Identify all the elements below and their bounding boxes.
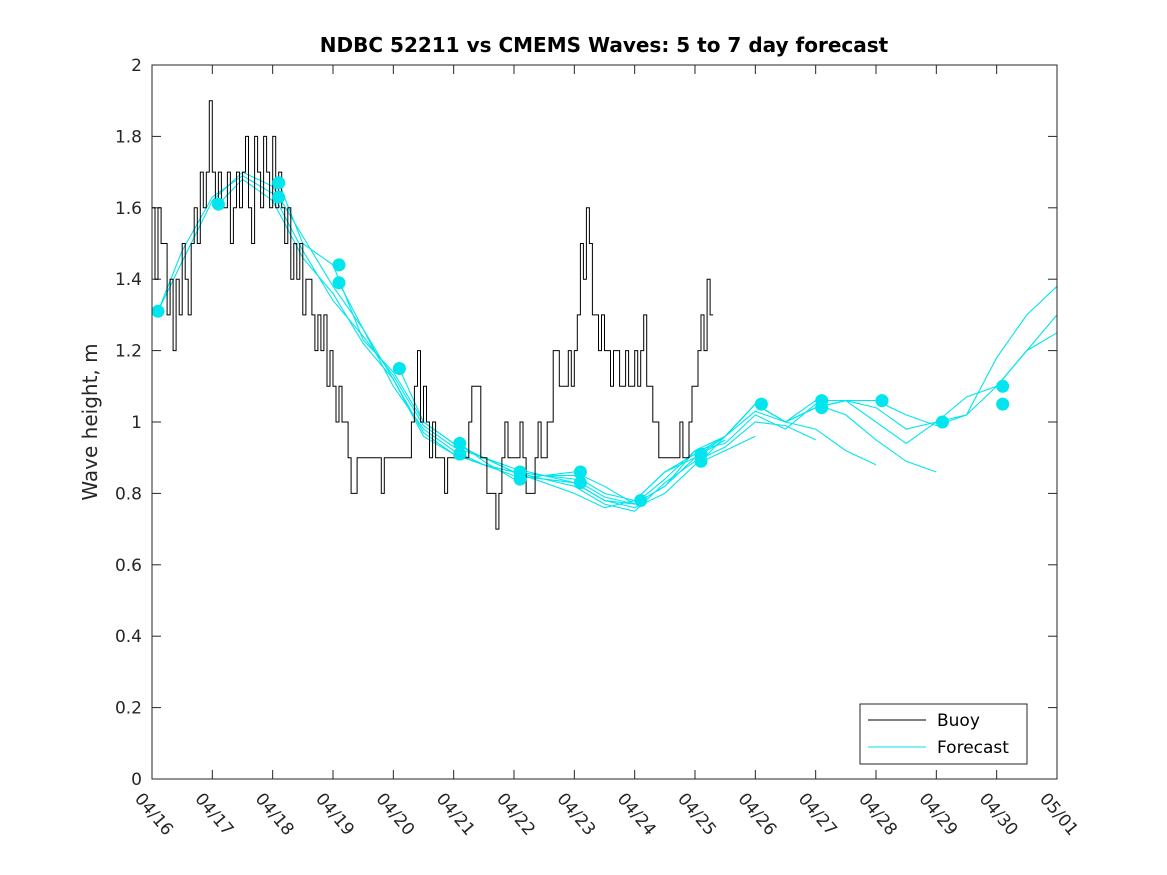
legend-buoy-label: Buoy xyxy=(937,711,980,731)
x-tick-label: 05/01 xyxy=(1035,789,1082,839)
chart-title: NDBC 52211 vs CMEMS Waves: 5 to 7 day fo… xyxy=(320,33,889,57)
forecast-marker xyxy=(332,258,346,272)
forecast-marker xyxy=(754,397,768,411)
y-tick-label: 0 xyxy=(131,770,142,790)
y-tick-label: 1.4 xyxy=(115,270,142,290)
x-tick-label: 04/28 xyxy=(854,789,901,839)
forecast-marker xyxy=(272,190,286,204)
x-tick-label: 04/16 xyxy=(130,789,177,839)
forecast-line xyxy=(157,171,726,505)
y-tick-label: 1.2 xyxy=(115,342,142,362)
forecast-marker xyxy=(573,465,587,479)
y-tick-label: 1.8 xyxy=(115,127,142,147)
x-tick-label: 04/25 xyxy=(673,789,720,839)
x-tick-label: 04/29 xyxy=(915,789,962,839)
series-layer xyxy=(151,100,1058,530)
forecast-marker xyxy=(996,379,1010,393)
legend: Buoy Forecast xyxy=(859,703,1028,765)
forecast-marker xyxy=(694,454,708,468)
y-tick-label: 0.2 xyxy=(115,699,142,719)
y-tick-label: 2 xyxy=(131,56,142,76)
forecast-marker xyxy=(513,472,527,486)
x-tick-label: 04/22 xyxy=(492,789,539,839)
forecast-marker xyxy=(634,494,648,507)
forecast-marker xyxy=(151,304,165,318)
forecast-marker xyxy=(453,436,467,450)
forecast-marker xyxy=(453,447,467,461)
x-tick-label: 04/26 xyxy=(734,789,781,839)
forecast-marker xyxy=(875,394,889,408)
x-tick-label: 04/21 xyxy=(432,789,479,839)
forecast-marker xyxy=(996,397,1010,411)
legend-forecast-label: Forecast xyxy=(937,738,1009,758)
x-tick-label: 04/19 xyxy=(311,789,358,839)
y-axis: 0 0.2 0.4 0.6 0.8 1 1.2 1.4 1.6 1.8 2 xyxy=(115,56,1057,790)
y-tick-label: 0.4 xyxy=(115,627,142,647)
x-tick-label: 04/30 xyxy=(975,789,1022,839)
y-axis-label: Wave height, m xyxy=(78,343,102,500)
forecast-marker xyxy=(573,476,587,490)
forecast-line xyxy=(157,175,756,509)
plot-area xyxy=(152,65,1057,779)
forecast-marker xyxy=(815,401,829,415)
forecast-line xyxy=(278,182,877,509)
forecast-marker xyxy=(935,415,949,429)
x-tick-label: 04/27 xyxy=(794,789,841,839)
x-tick-label: 04/23 xyxy=(553,789,600,839)
forecast-marker xyxy=(211,197,225,211)
forecast-marker xyxy=(272,176,286,190)
x-tick-label: 04/17 xyxy=(191,789,238,839)
forecast-marker xyxy=(392,362,406,375)
plot-frame xyxy=(151,64,1058,780)
x-tick-label: 04/18 xyxy=(251,789,298,839)
legend-box xyxy=(859,703,1028,765)
y-tick-label: 0.8 xyxy=(115,484,142,504)
x-tick-label: 04/24 xyxy=(613,789,660,839)
y-tick-label: 1.6 xyxy=(115,199,142,219)
forecast-marker xyxy=(332,276,346,290)
y-tick-label: 1 xyxy=(131,413,142,433)
buoy-line xyxy=(152,100,714,530)
y-tick-label: 0.6 xyxy=(115,556,142,576)
x-tick-label: 04/20 xyxy=(372,789,419,839)
